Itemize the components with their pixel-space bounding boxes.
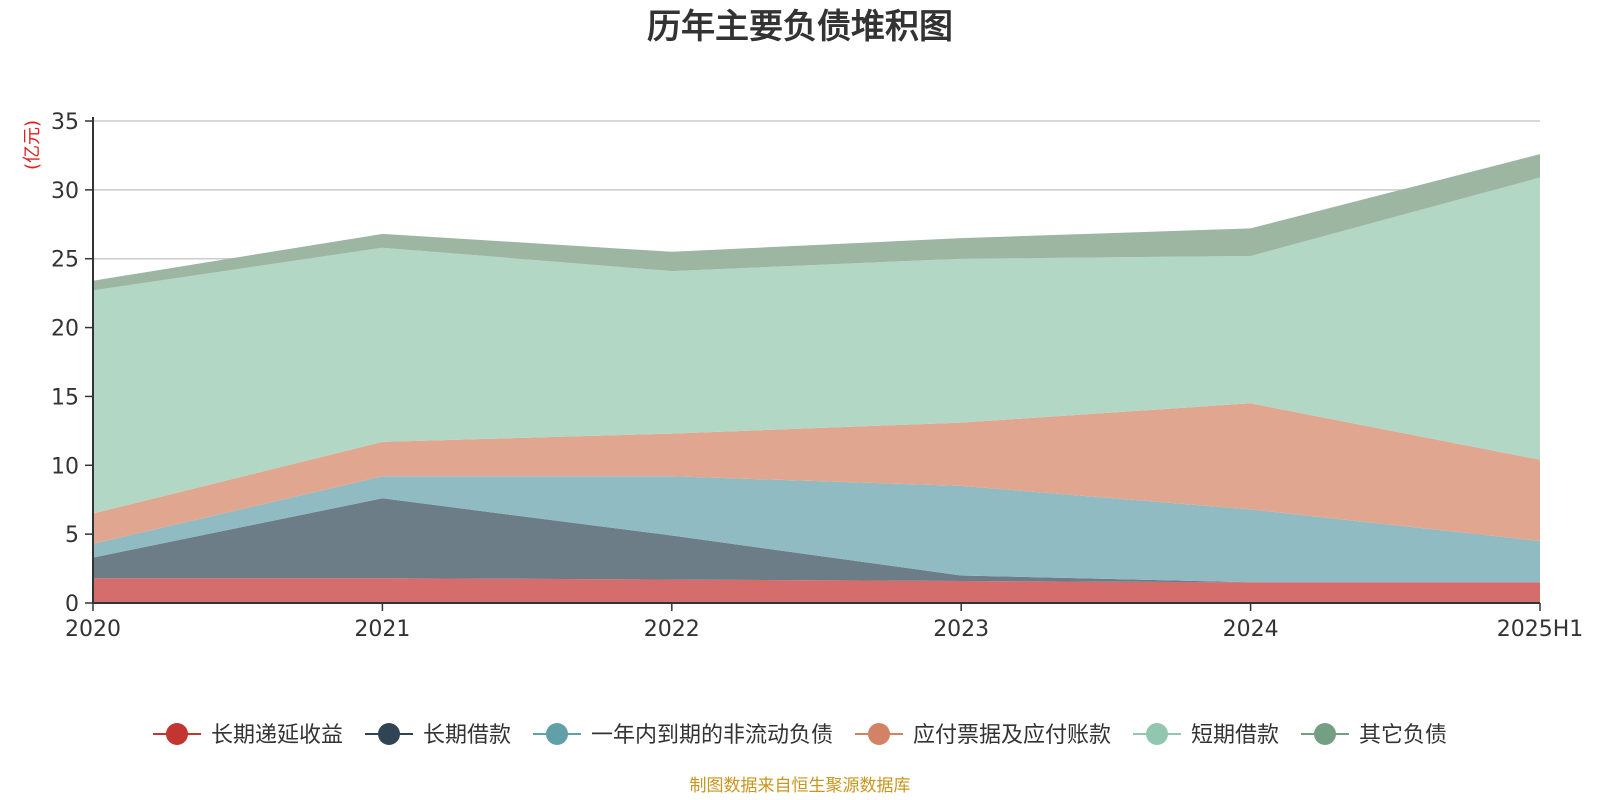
area-series-4: [93, 177, 1540, 514]
legend-label: 应付票据及应付账款: [913, 723, 1111, 748]
legend-marker: [378, 723, 400, 745]
legend-label: 长期借款: [423, 723, 511, 748]
legend-marker: [868, 723, 890, 745]
legend-label: 短期借款: [1191, 723, 1279, 748]
legend-marker: [546, 723, 568, 745]
area-series-3: [93, 403, 1540, 544]
stacked-areas: [93, 154, 1540, 603]
x-tick-label: 2021: [354, 617, 410, 642]
legend-label: 其它负债: [1359, 723, 1447, 748]
area-series-0: [93, 578, 1540, 603]
y-tick-label: 25: [51, 248, 79, 273]
unit-label: (亿元): [22, 120, 43, 170]
legend-item-2[interactable]: 一年内到期的非流动负债: [533, 723, 833, 748]
legend-label: 一年内到期的非流动负债: [591, 723, 833, 748]
axes: 0 5 10 15 20 25 30 35 2020 2021 2022 2023 2024 2025H1: [51, 110, 1583, 642]
y-tick-label: 5: [65, 523, 79, 548]
y-tick-label: 30: [51, 179, 79, 204]
legend-item-4[interactable]: 短期借款: [1133, 723, 1279, 748]
legend-label: 长期递延收益: [211, 723, 343, 748]
area-series-2: [93, 476, 1540, 583]
y-tick-label: 35: [51, 110, 79, 135]
x-tick-label: 2024: [1223, 617, 1279, 642]
chart-title: 历年主要负债堆积图: [647, 7, 953, 47]
legend-marker: [166, 723, 188, 745]
x-tick-label: 2022: [644, 617, 700, 642]
x-tick-label: 2023: [933, 617, 989, 642]
x-tick-label: 2020: [65, 617, 121, 642]
y-tick-label: 15: [51, 385, 79, 410]
legend-item-5[interactable]: 其它负债: [1301, 723, 1447, 748]
legend-marker: [1314, 723, 1336, 745]
y-tick-label: 20: [51, 317, 79, 342]
legend-marker: [1146, 723, 1168, 745]
y-tick-label: 0: [65, 592, 79, 617]
area-series-1: [93, 498, 1540, 583]
area-series-5: [93, 154, 1540, 291]
x-tick-label: 2025H1: [1497, 617, 1584, 642]
source-note: 制图数据来自恒生聚源数据库: [690, 776, 911, 796]
legend-item-0[interactable]: 长期递延收益: [153, 723, 343, 748]
legend-item-3[interactable]: 应付票据及应付账款: [855, 723, 1111, 748]
legend[interactable]: 长期递延收益 长期借款 一年内到期的非流动负债 应付票据及应付账款 短期借款 其它负债: [153, 723, 1447, 748]
y-tick-label: 10: [51, 454, 79, 479]
legend-item-1[interactable]: 长期借款: [365, 723, 511, 748]
